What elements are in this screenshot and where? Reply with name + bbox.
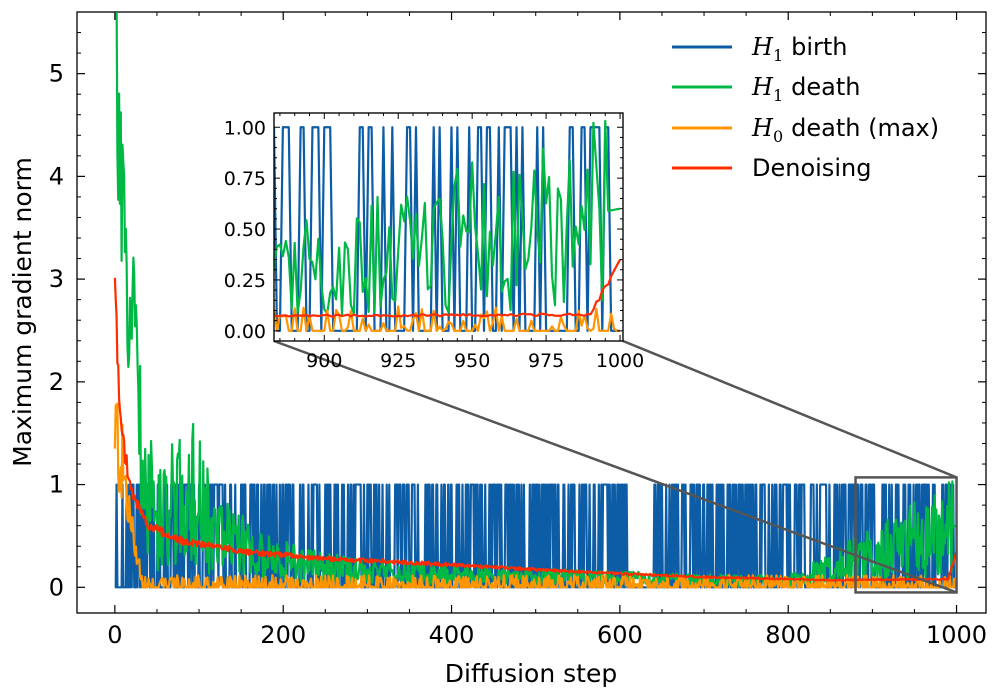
zoom-connector-left [273,339,957,594]
x-axis-title: Diffusion step [445,659,617,688]
zoom-connector-right [622,339,958,479]
y-tick-label: 3 [49,265,64,293]
legend-label-h1-death: H1 death [751,73,860,105]
x-tick-label: 800 [765,621,811,649]
legend: H1 birth H1 death H0 death (max) Denoising [672,33,939,182]
y-tick-label: 2 [49,368,64,396]
x-tick-label: 400 [429,621,475,649]
y-tick-label: 4 [49,162,64,190]
inset-x-tick-label: 950 [454,350,490,372]
main-series-denoising [113,277,958,582]
inset-ticks-group: 900 925 950 975 1000 0.00 0.25 0.50 0.75 1.00 [224,113,644,372]
inset-y-tick-label: 0.50 [224,219,266,241]
y-axis-title: Maximum gradient norm [8,157,37,467]
legend-label-h0-death: H0 death (max) [751,114,939,146]
inset-series-h1-birth [274,126,621,332]
inset-x-tick-label: 900 [306,350,342,372]
x-tick-label: 600 [597,621,643,649]
x-tick-label: 200 [260,621,306,649]
y-tick-label: 0 [49,573,64,601]
inset-plot-border [273,112,624,342]
y-tick-label: 5 [49,60,64,88]
inset-y-tick-label: 1.00 [224,117,266,139]
x-tick-label: 1000 [926,621,987,649]
inset-series-h0-death [274,305,621,332]
inset-y-tick-label: 0.75 [224,168,266,190]
inset-x-tick-label: 975 [528,350,564,372]
zoom-rectangle [854,476,958,594]
main-ticks-group: 0 200 400 600 800 1000 0 1 2 3 4 5 [49,12,987,649]
y-tick-label: 1 [49,471,64,499]
inset-x-tick-label: 1000 [596,350,644,372]
legend-label-h1-birth: H1 birth [751,33,848,65]
inset-series-h1-death [274,119,621,316]
legend-label-denoising: Denoising [752,154,871,182]
inset-y-tick-label: 0.00 [224,321,266,343]
inset-series-denoising [274,259,622,318]
x-tick-label: 0 [107,621,122,649]
main-series-group [113,12,958,589]
inset-y-tick-label: 0.25 [224,270,266,292]
main-series-h1-death [115,12,957,588]
zoom-indicator [273,339,958,594]
inset-series-group [274,119,622,332]
inset-x-tick-label: 925 [380,350,416,372]
